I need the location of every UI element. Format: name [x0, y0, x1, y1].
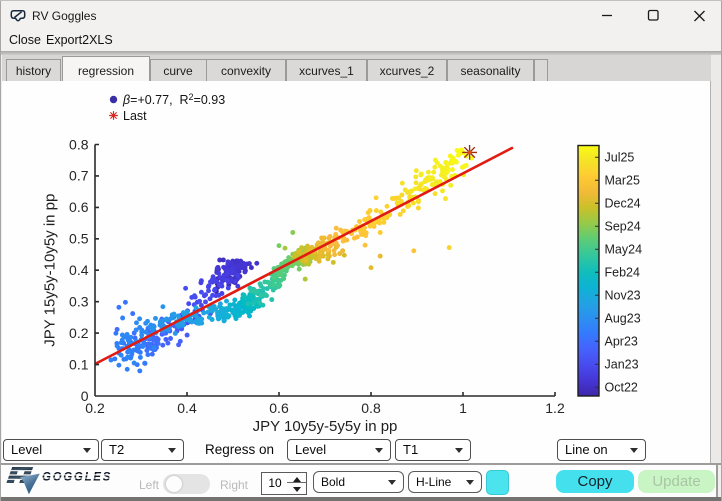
svg-text:1: 1	[459, 400, 467, 416]
svg-text:JPY 15y5y-10y5y in pp: JPY 15y5y-10y5y in pp	[42, 194, 59, 347]
svg-text:0.7: 0.7	[69, 168, 89, 184]
svg-text:Mar25: Mar25	[605, 174, 640, 188]
svg-text:Jul25: Jul25	[605, 151, 635, 165]
svg-text:0.4: 0.4	[177, 400, 197, 416]
svg-text:0.1: 0.1	[69, 356, 89, 372]
svg-text:0: 0	[81, 388, 89, 404]
svg-text:Jan23: Jan23	[605, 358, 639, 372]
svg-text:Apr23: Apr23	[605, 335, 638, 349]
svg-text:0.3: 0.3	[69, 294, 89, 310]
svg-text:May24: May24	[605, 243, 643, 257]
svg-text:Feb24: Feb24	[605, 266, 640, 280]
svg-text:0.8: 0.8	[361, 400, 381, 416]
svg-text:Dec24: Dec24	[605, 197, 641, 211]
svg-text:0.2: 0.2	[85, 400, 105, 416]
svg-text:GOGGLES: GOGGLES	[42, 472, 112, 484]
svg-text:1.2: 1.2	[545, 400, 565, 416]
svg-text:Last: Last	[123, 109, 147, 123]
svg-text:β=+0.77, R2=0.93: β=+0.77, R2=0.93	[122, 92, 225, 107]
svg-text:Aug23: Aug23	[605, 312, 641, 326]
svg-text:0.5: 0.5	[69, 231, 89, 247]
svg-text:0.6: 0.6	[269, 400, 289, 416]
svg-text:Nov23: Nov23	[605, 289, 641, 303]
svg-text:0.8: 0.8	[69, 136, 89, 152]
svg-text:0.6: 0.6	[69, 199, 89, 215]
svg-text:Sep24: Sep24	[605, 220, 641, 234]
svg-text:0.4: 0.4	[69, 262, 89, 278]
svg-text:Oct22: Oct22	[605, 381, 638, 395]
svg-text:JPY 10y5y-5y5y in pp: JPY 10y5y-5y5y in pp	[253, 418, 398, 435]
svg-text:0.2: 0.2	[69, 325, 89, 341]
